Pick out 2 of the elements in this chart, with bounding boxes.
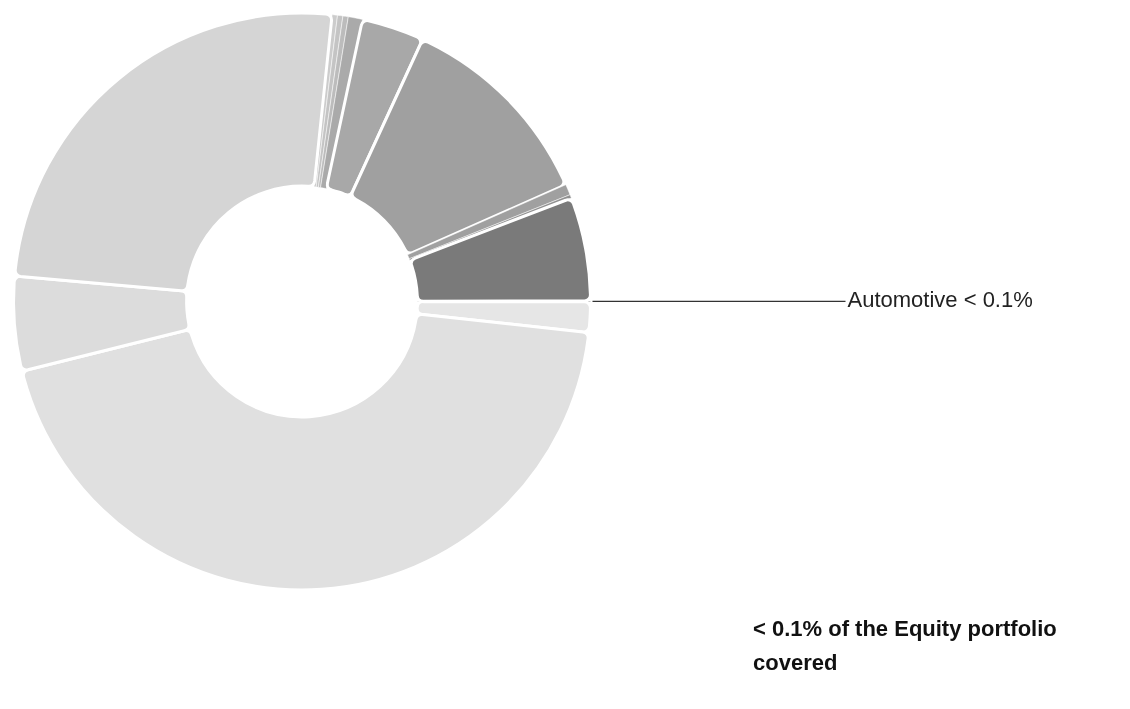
text: < 0.1% of the Equity portfolio covered [753,615,1058,677]
slice-label: Automotive < 0.1% [847,287,1033,313]
